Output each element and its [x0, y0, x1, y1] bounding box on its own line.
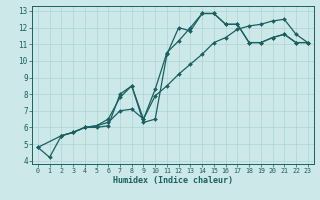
- X-axis label: Humidex (Indice chaleur): Humidex (Indice chaleur): [113, 176, 233, 185]
